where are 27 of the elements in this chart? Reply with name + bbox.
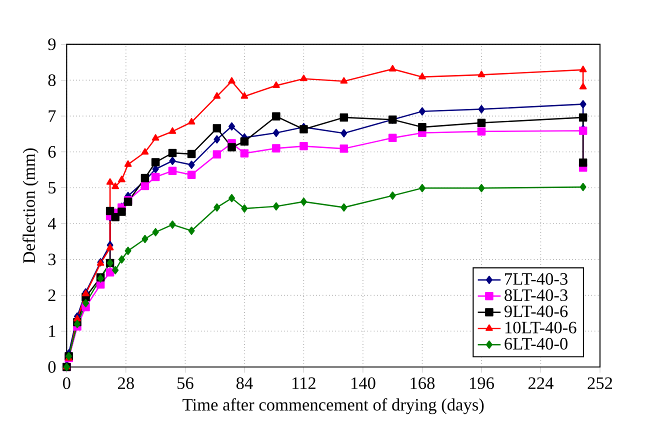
y-tick-label: 2 bbox=[48, 290, 56, 302]
x-tick-label: 112 bbox=[292, 377, 316, 389]
x-tick-label: 56 bbox=[178, 377, 194, 390]
legend-label: 8LT-40-3 bbox=[504, 289, 568, 302]
y-tick-label: 5 bbox=[48, 182, 56, 194]
y-tick-label: 6 bbox=[48, 146, 56, 158]
legend-label: 7LT-40-3 bbox=[505, 273, 568, 285]
y-tick-label: 8 bbox=[48, 74, 56, 86]
y-tick-label: 7 bbox=[48, 110, 56, 122]
y-tick-label: 4 bbox=[48, 218, 56, 230]
x-tick-label: 168 bbox=[410, 377, 435, 390]
x-tick-label: 0 bbox=[63, 377, 70, 390]
x-tick-label: 224 bbox=[528, 377, 554, 389]
x-tick-label: 84 bbox=[236, 377, 253, 390]
x-tick-label: 28 bbox=[118, 377, 134, 390]
x-tick-label: 252 bbox=[588, 377, 612, 390]
y-tick-label: 3 bbox=[48, 254, 56, 266]
y-axis-title: Deflection (mm) bbox=[22, 148, 38, 264]
x-axis-title: Time after commencement of drying (days) bbox=[182, 398, 484, 414]
y-tick-label: 0 bbox=[48, 361, 56, 373]
y-tick-label: 9 bbox=[48, 38, 56, 50]
legend-label: 6LT-40-0 bbox=[504, 338, 568, 350]
y-tick-label: 1 bbox=[49, 325, 56, 337]
x-tick-label: 140 bbox=[351, 377, 376, 390]
legend-label: 10LT-40-6 bbox=[505, 322, 576, 334]
legend-label: 9LT-40-6 bbox=[504, 306, 568, 318]
x-tick-label: 196 bbox=[470, 377, 494, 390]
